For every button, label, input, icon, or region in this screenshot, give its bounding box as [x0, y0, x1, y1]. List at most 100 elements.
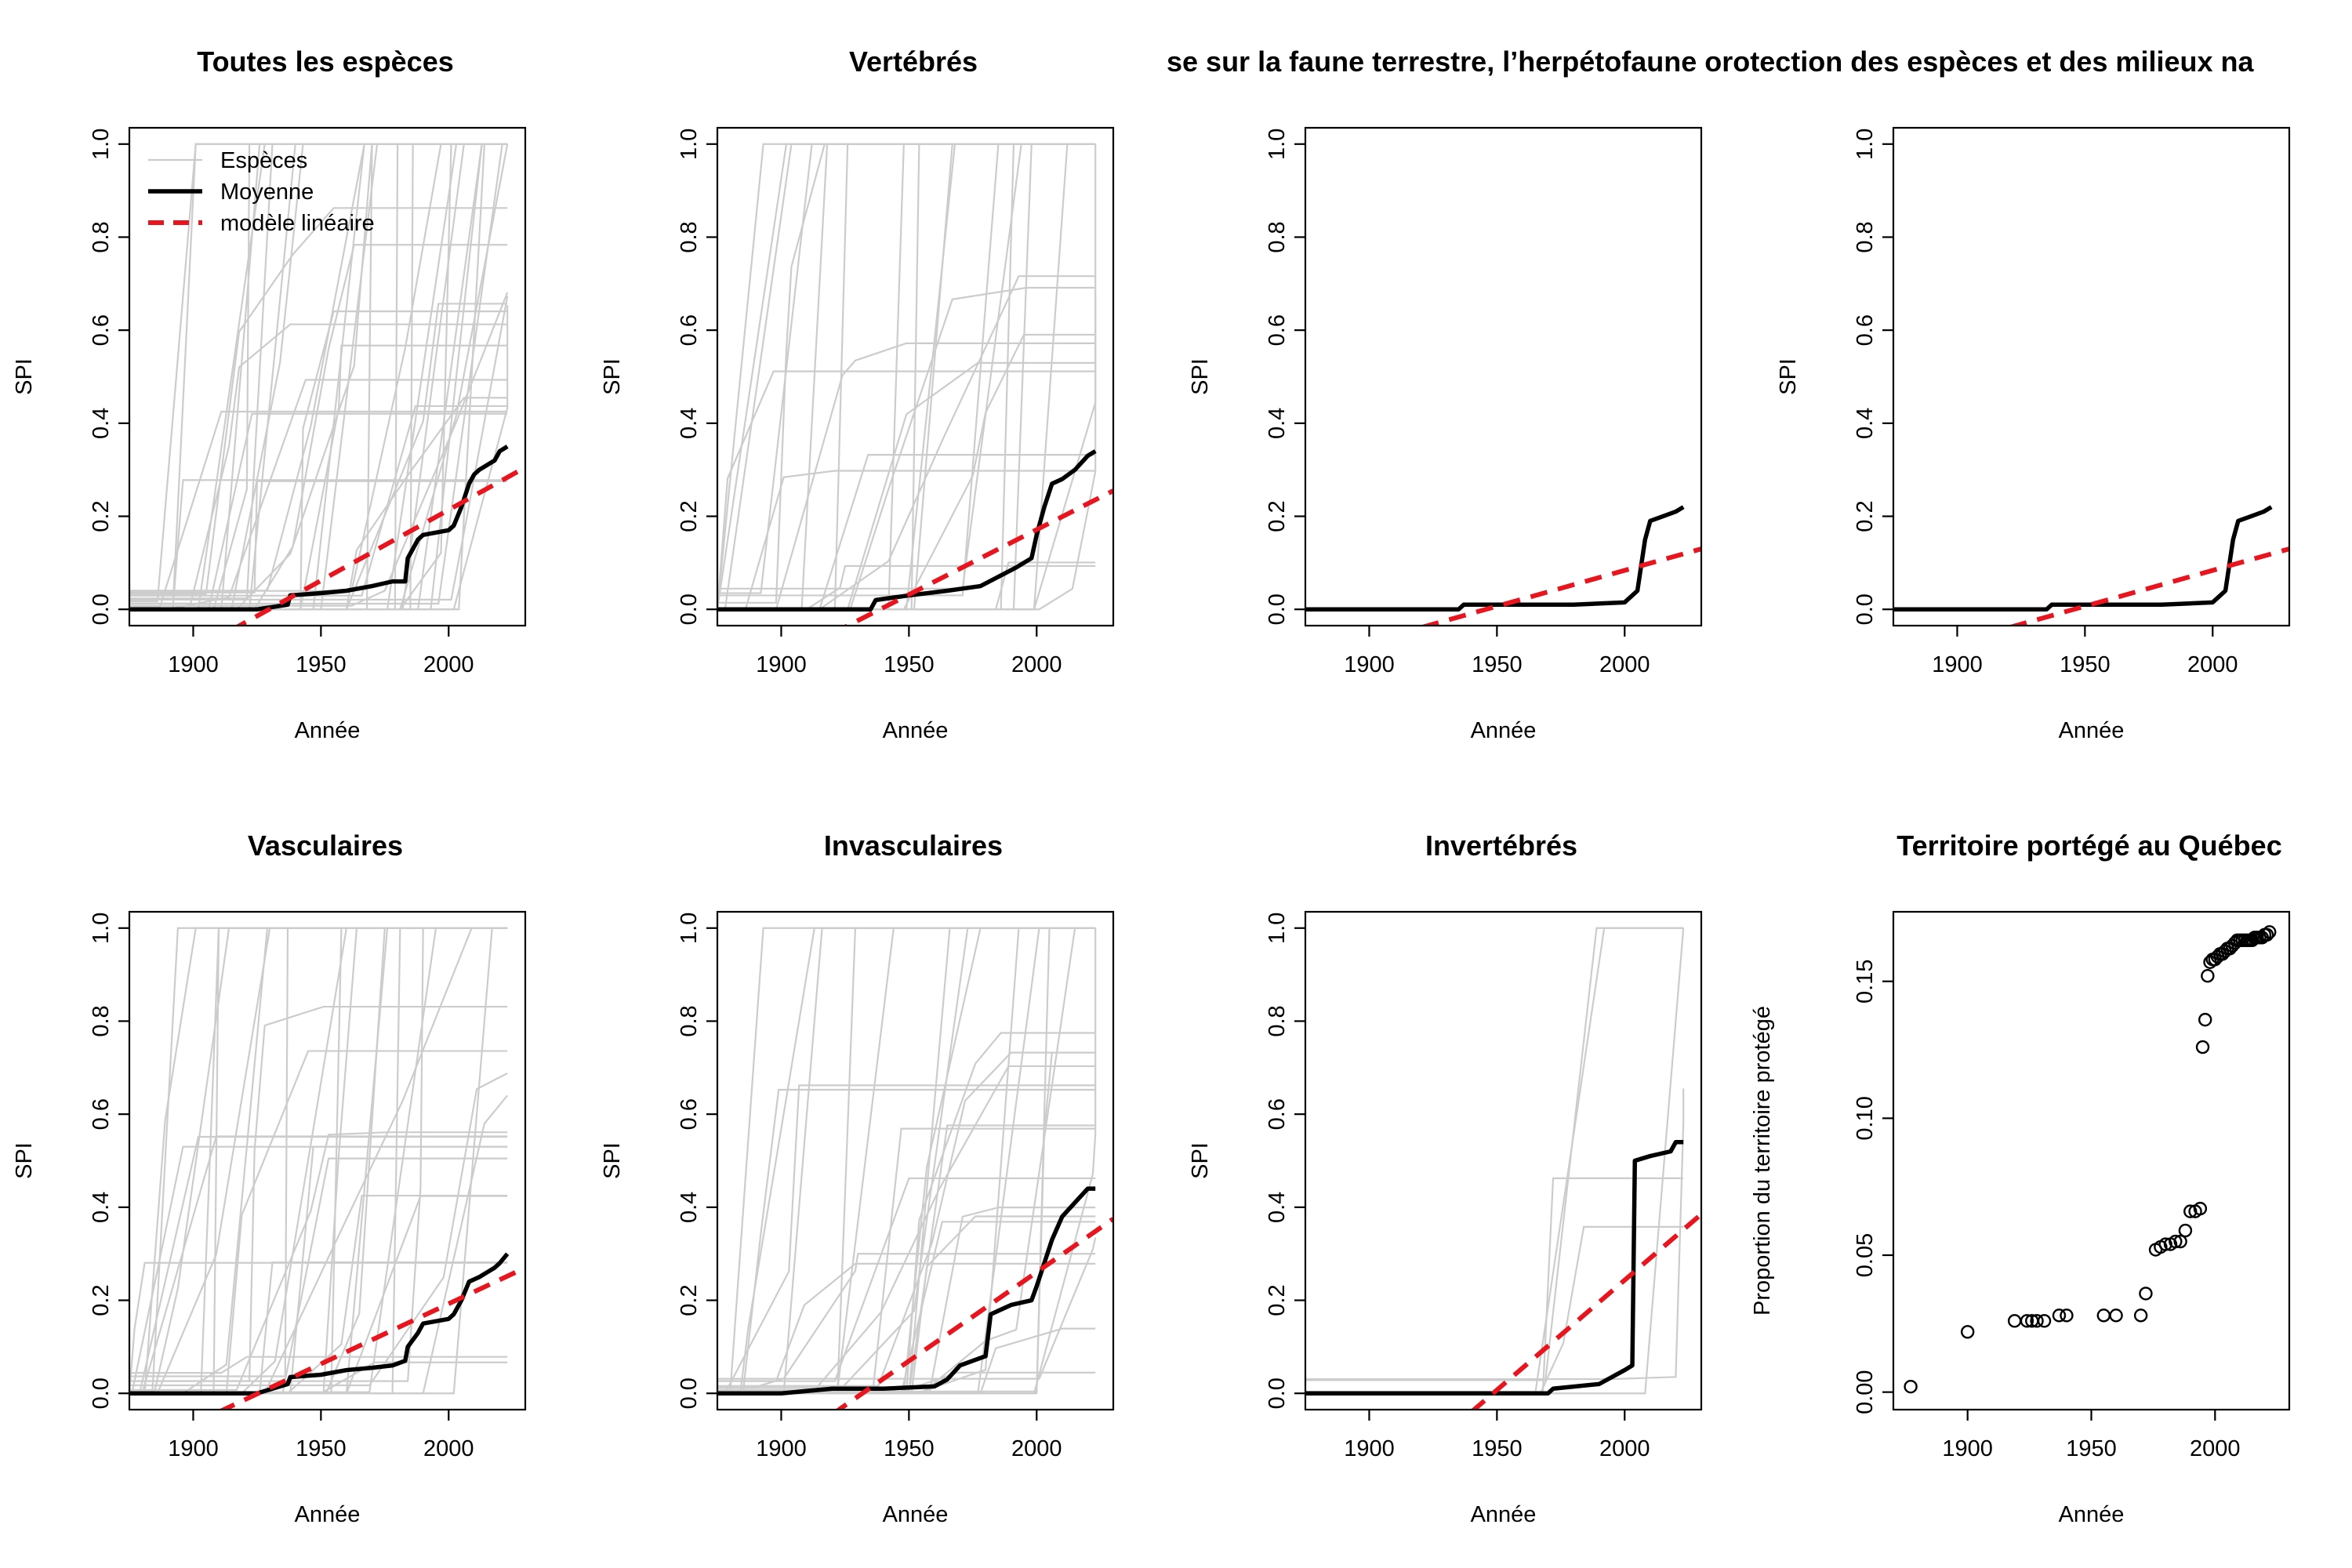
plot-area [1305, 927, 1701, 1410]
species-line [717, 1177, 1096, 1382]
plot-frame [716, 910, 1115, 1411]
data-point [2030, 1314, 2044, 1328]
y-tick-label: 1.0 [1265, 913, 1290, 944]
linear-model-line [1470, 1212, 1701, 1410]
legend: Espèces Moyenne modèle linéaire [148, 148, 375, 236]
x-tick-label: 1900 [756, 1436, 807, 1461]
panel-title-3: se sur la faune terrestre, l’herpétofaun… [1167, 45, 1704, 78]
y-tick-label: 0.8 [1853, 221, 1878, 252]
y-tick-label: 0.8 [1265, 221, 1290, 252]
y-tick-label: 0.6 [677, 1098, 702, 1130]
species-line [129, 1131, 508, 1391]
data-point [2198, 1012, 2212, 1027]
panel-title: Toutes les espèces [197, 45, 454, 78]
plot-area [129, 143, 525, 626]
y-tick-label: 0.2 [89, 500, 114, 532]
species-line [129, 927, 508, 1395]
y-tick-label: 0.2 [677, 1284, 702, 1316]
y-tick-label: 0.2 [89, 1284, 114, 1316]
x-tick-label: 1950 [1472, 652, 1523, 677]
data-point [2096, 1308, 2111, 1323]
y-tick-label: 0.4 [1853, 408, 1878, 439]
legend-label: Espèces [220, 148, 307, 173]
y-tick-label: 1.0 [89, 129, 114, 160]
y-tick-label: 0.0 [677, 1377, 702, 1409]
data-point [2259, 927, 2274, 942]
species-line [717, 143, 1096, 611]
x-axis-label: Année [883, 718, 949, 743]
x-tick-label: 1900 [756, 652, 807, 677]
data-point [2169, 1234, 2183, 1249]
panel-title-4: orotection des espèces et des milieux na [1704, 45, 2254, 78]
y-tick-label: 0.6 [89, 1098, 114, 1130]
species-line [129, 410, 508, 608]
mean-line [717, 449, 1097, 612]
data-point [2133, 1308, 2148, 1323]
plot-frame [1892, 126, 2291, 627]
species-line [1305, 927, 1685, 1395]
panel-title: Territoire portégé au Québec [1896, 829, 2281, 862]
y-tick-label: 0.0 [89, 593, 114, 625]
data-point [2173, 1234, 2187, 1249]
mean-line [1305, 505, 1685, 612]
species-line [129, 207, 508, 595]
y-axis-label: SPI [1188, 1142, 1213, 1179]
panel-1: 1900 1950 2000 0.0 0.2 0.4 0.6 0.8 1.0 Année SPI To… [12, 45, 527, 743]
data-point [2007, 1314, 2022, 1328]
x-tick-label: 1950 [296, 652, 347, 677]
x-tick-label: 2000 [423, 1436, 474, 1461]
panel-3: 1900 1950 2000 0.0 0.2 0.4 0.6 0.8 1.0 Année SPI [1188, 126, 1703, 743]
panel-5: 1900 1950 2000 0.0 0.2 0.4 0.6 0.8 1.0 Année SPI Va… [12, 829, 527, 1527]
panel-title: Vertébrés [849, 45, 978, 78]
y-tick-label: 0.2 [1265, 500, 1290, 532]
y-tick-label: 0.0 [89, 1377, 114, 1409]
species-line [1305, 927, 1684, 1395]
y-tick-label: 0.4 [89, 408, 114, 439]
x-axis-label: Année [295, 1502, 361, 1527]
x-tick-label: 1950 [884, 652, 935, 677]
y-tick-label: 0.0 [1265, 1377, 1290, 1409]
plot-frame [1304, 126, 1703, 627]
y-axis-label: SPI [12, 358, 37, 395]
plot-frame [128, 910, 527, 1411]
y-tick-label: 0.6 [89, 314, 114, 346]
x-tick-label: 1900 [168, 652, 219, 677]
x-axis-label: Année [2059, 1502, 2125, 1527]
mean-line [129, 445, 509, 612]
data-point [2109, 1308, 2123, 1323]
data-point [2158, 1237, 2172, 1251]
species-line [717, 927, 1096, 1395]
x-axis-label: Année [1471, 1502, 1537, 1527]
x-tick-label: 2000 [1011, 652, 1062, 677]
data-point [1960, 1325, 1975, 1339]
plot-area [1904, 925, 2277, 1394]
mean-line [1305, 1140, 1684, 1396]
linear-model-line [234, 465, 525, 626]
data-point [2178, 1223, 2193, 1238]
y-tick-label: 0.8 [89, 221, 114, 252]
plot-area [717, 927, 1113, 1410]
y-tick-label: 0.15 [1853, 959, 1878, 1003]
species-line [717, 1237, 1097, 1380]
panel-4: 1900 1950 2000 0.0 0.2 0.4 0.6 0.8 1.0 Année SPI [1776, 126, 2291, 743]
y-axis-label: SPI [1188, 358, 1213, 395]
x-tick-label: 1900 [1344, 652, 1395, 677]
plot-frame [716, 126, 1115, 627]
x-tick-label: 1950 [2060, 652, 2111, 677]
mean-line [1893, 505, 2273, 612]
x-axis-label: Année [295, 718, 361, 743]
mean-line [717, 1186, 1096, 1396]
species-line [129, 143, 508, 603]
y-tick-label: 0.8 [1265, 1005, 1290, 1036]
plot-frame [1304, 910, 1703, 1411]
y-tick-label: 0.0 [1265, 593, 1290, 625]
data-point [2037, 1314, 2052, 1328]
panel-6: 1900 1950 2000 0.0 0.2 0.4 0.6 0.8 1.0 Année SPI In… [600, 829, 1115, 1527]
x-tick-label: 2000 [423, 652, 474, 677]
y-axis-label: SPI [12, 1142, 37, 1179]
y-tick-label: 0.2 [1853, 500, 1878, 532]
legend-label: modèle linéaire [220, 211, 375, 236]
data-point [2060, 1308, 2074, 1323]
panel-8: 1900 1950 2000 0.00 0.05 0.10 0.15 Année Proport… [1750, 829, 2291, 1527]
